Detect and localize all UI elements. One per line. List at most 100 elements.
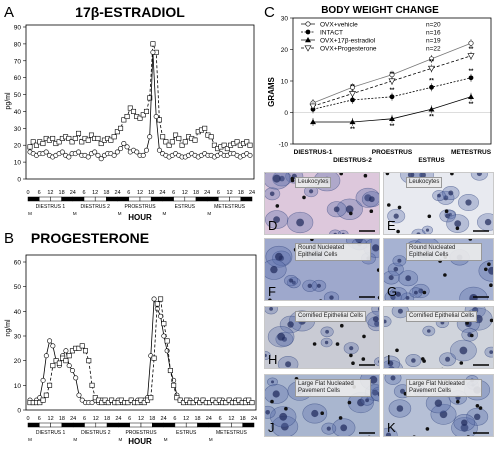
light-dark-bar [231, 422, 243, 428]
light-dark-bar [27, 422, 40, 428]
data-point [89, 382, 95, 388]
data-point [92, 149, 98, 155]
data-point [40, 377, 46, 383]
hour-tick-label: 12 [182, 190, 188, 196]
data-point [27, 144, 33, 150]
phase-label: DIESTRUS 2 [81, 430, 111, 436]
legend-n: n=16 [426, 30, 441, 37]
data-point [95, 135, 101, 141]
panel-a-frame [25, 24, 255, 180]
data-point [30, 139, 36, 145]
hour-tick-label: 6 [219, 416, 222, 422]
panel-c-y-ticks: -10 0 10 20 30 [279, 16, 491, 149]
legend-label: OVX+17β-estradiol [320, 38, 376, 45]
micrograph-caption: Round Nucleated Epithelial Cells [406, 243, 482, 261]
data-point [202, 125, 208, 131]
y-tick-label: 30 [14, 334, 22, 341]
y-tick-label: -10 [279, 142, 289, 149]
light-dark-bar [39, 422, 51, 428]
light-dark-bar [206, 196, 219, 202]
hour-tick-label: 12 [92, 190, 98, 196]
micrograph-letter: I [387, 352, 391, 367]
hour-tick-label: 6 [172, 190, 175, 196]
micrograph-d: Leukocytes D [264, 172, 380, 235]
light-dark-bar [139, 196, 152, 202]
data-point [348, 91, 357, 98]
data-point [118, 125, 124, 131]
light-dark-bar [197, 422, 210, 428]
micrograph-h: Cornified Epithelial Cells H [264, 306, 380, 369]
data-point [309, 103, 317, 110]
legend-marker [305, 21, 311, 27]
y-tick-label: 0 [17, 177, 21, 184]
micrograph-i: Cornified Epithelial Cells I [383, 306, 494, 369]
hour-tick-label: 12 [48, 416, 54, 422]
light-dark-bar [129, 422, 142, 428]
data-point [111, 134, 117, 140]
light-dark-bar [117, 196, 130, 202]
light-dark-bar [152, 422, 164, 428]
hour-tick-label: 0 [26, 190, 29, 196]
panel-letter-a: A [4, 4, 14, 21]
data-point [33, 142, 39, 148]
data-point [150, 41, 156, 47]
phase-label: PROESTRUS [124, 204, 156, 210]
micrograph-caption: Large Flat Nucleated Pavement Cells [406, 379, 482, 397]
hour-tick-label: 24 [249, 190, 255, 196]
y-tick-label: 20 [14, 358, 22, 365]
legend-label: INTACT [320, 30, 343, 37]
data-point [63, 358, 69, 364]
x-tick-label: DIESTRUS-1 [294, 149, 333, 156]
m-marker: M [164, 437, 168, 442]
data-point [140, 152, 146, 158]
m-marker: M [28, 437, 32, 442]
hour-tick-label: 6 [173, 416, 176, 422]
y-tick-label: 60 [14, 75, 22, 82]
hour-tick-label: 6 [82, 190, 85, 196]
data-point [171, 382, 177, 388]
data-point [72, 135, 78, 141]
data-point [83, 348, 89, 354]
data-point [156, 117, 162, 123]
panel-c-legend: OVX+vehicle n=20 INTACT n=16 OVX+17β-estradi… [301, 21, 441, 53]
light-dark-bar [50, 196, 62, 202]
data-point [66, 154, 72, 160]
data-point [468, 40, 474, 46]
hour-tick-label: 18 [59, 190, 65, 196]
hour-tick-label: 6 [217, 190, 220, 196]
hour-tick-label: 18 [240, 416, 246, 422]
data-point [47, 338, 53, 344]
data-point [88, 132, 94, 138]
data-point [167, 368, 173, 374]
data-point [79, 397, 85, 403]
hour-tick-label: 18 [104, 416, 110, 422]
data-point [224, 146, 230, 152]
data-point [158, 296, 164, 302]
data-point [143, 108, 149, 114]
significance-mark: ** [429, 78, 434, 84]
data-point [192, 137, 198, 143]
significance-mark: ** [350, 127, 355, 133]
data-point [389, 94, 395, 100]
hour-tick-label: 24 [204, 190, 210, 196]
data-point [173, 132, 179, 138]
legend-n: n=20 [426, 22, 441, 29]
data-point [468, 93, 474, 99]
light-dark-bar [61, 196, 74, 202]
data-point [73, 375, 79, 381]
data-point [428, 56, 434, 62]
y-tick-label: 90 [14, 25, 22, 32]
hour-tick-label: 24 [70, 416, 76, 422]
significance-mark: ** [390, 124, 395, 130]
m-marker: M [163, 211, 167, 216]
cell-texture [265, 307, 379, 368]
light-dark-bar [84, 422, 97, 428]
significance-mark: ** [469, 69, 474, 75]
light-dark-bar [83, 196, 96, 202]
panel-b-ylabel: ng/ml [5, 319, 12, 337]
light-dark-bar [163, 422, 176, 428]
data-point [121, 141, 127, 147]
x-tick-label: ESTRUS [418, 157, 445, 164]
micrograph-letter: G [387, 284, 398, 299]
